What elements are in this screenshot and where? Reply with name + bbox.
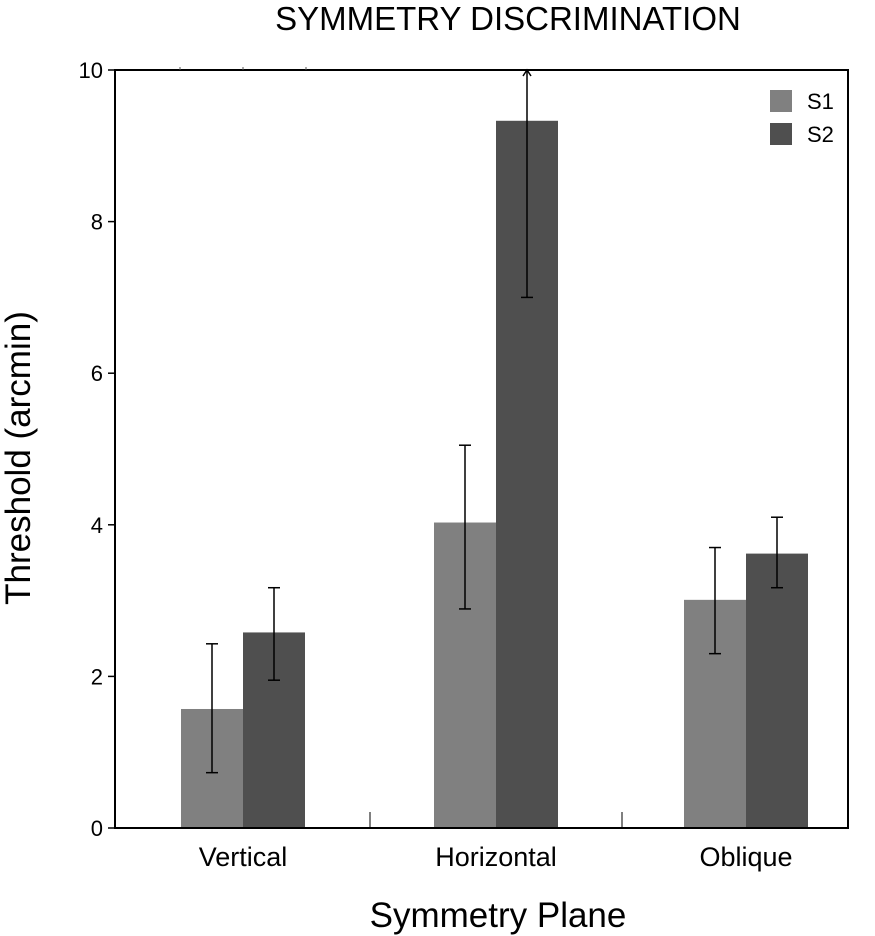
x-axis-title: Symmetry Plane bbox=[370, 896, 627, 935]
x-tick-label-vertical: Vertical bbox=[199, 842, 288, 872]
legend-label-s1: S1 bbox=[807, 89, 834, 114]
x-tick-label-horizontal: Horizontal bbox=[435, 842, 557, 872]
y-tick-label-0: 0 bbox=[91, 816, 103, 841]
y-tick-label-8: 8 bbox=[91, 210, 103, 235]
y-tick-label-6: 6 bbox=[91, 361, 103, 386]
y-axis-title: Threshold (arcmin) bbox=[0, 311, 38, 605]
plot-frame bbox=[114, 69, 849, 829]
legend-swatch-s2 bbox=[770, 123, 792, 145]
legend-label-s2: S2 bbox=[807, 122, 834, 147]
chart-title: SYMMETRY DISCRIMINATION bbox=[275, 0, 741, 37]
bar-s2-oblique bbox=[746, 553, 808, 828]
y-tick-label-2: 2 bbox=[91, 664, 103, 689]
plot-area: 0 2 4 6 8 10 Vertical Horizontal Oblique bbox=[79, 58, 849, 872]
legend-swatch-s1 bbox=[770, 90, 792, 112]
y-tick-label-10: 10 bbox=[79, 58, 103, 83]
x-tick-label-oblique: Oblique bbox=[699, 842, 792, 872]
y-tick-label-4: 4 bbox=[91, 513, 103, 538]
